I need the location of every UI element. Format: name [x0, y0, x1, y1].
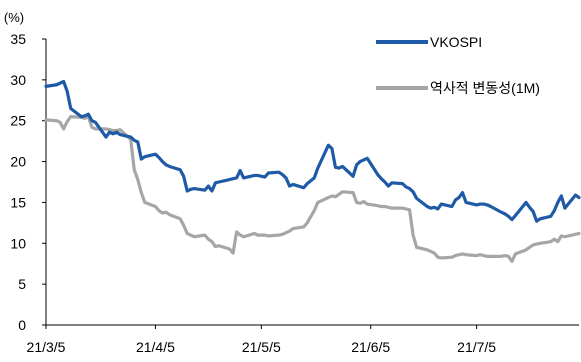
x-tick-label: 21/7/5	[457, 339, 496, 355]
y-tick-label: 30	[10, 72, 26, 88]
y-axis-unit-label: (%)	[4, 10, 24, 25]
legend-label-1: 역사적 변동성(1M)	[430, 80, 540, 96]
series-layer	[44, 79, 581, 263]
y-axis: 0 5 10 15 20 25 30 35	[10, 31, 47, 333]
y-tick-label: 0	[18, 317, 26, 333]
legend-label-0: VKOSPI	[430, 34, 482, 50]
x-tick-label: 21/6/5	[351, 339, 390, 355]
y-tick-label: 25	[10, 113, 26, 129]
legend: VKOSPI 역사적 변동성(1M)	[376, 34, 540, 96]
series-line-1	[44, 115, 581, 263]
series-line-0	[44, 79, 581, 223]
x-tick-label: 21/5/5	[242, 339, 281, 355]
y-tick-label: 10	[10, 235, 26, 251]
x-axis: 21/3/5 21/4/5 21/5/5 21/6/5 21/7/5	[27, 324, 579, 355]
x-tick-label: 21/4/5	[136, 339, 175, 355]
y-tick-label: 5	[18, 276, 26, 292]
x-tick-label: 21/3/5	[27, 339, 66, 355]
y-tick-label: 20	[10, 154, 26, 170]
y-tick-label: 15	[10, 194, 26, 210]
y-tick-label: 35	[10, 31, 26, 47]
